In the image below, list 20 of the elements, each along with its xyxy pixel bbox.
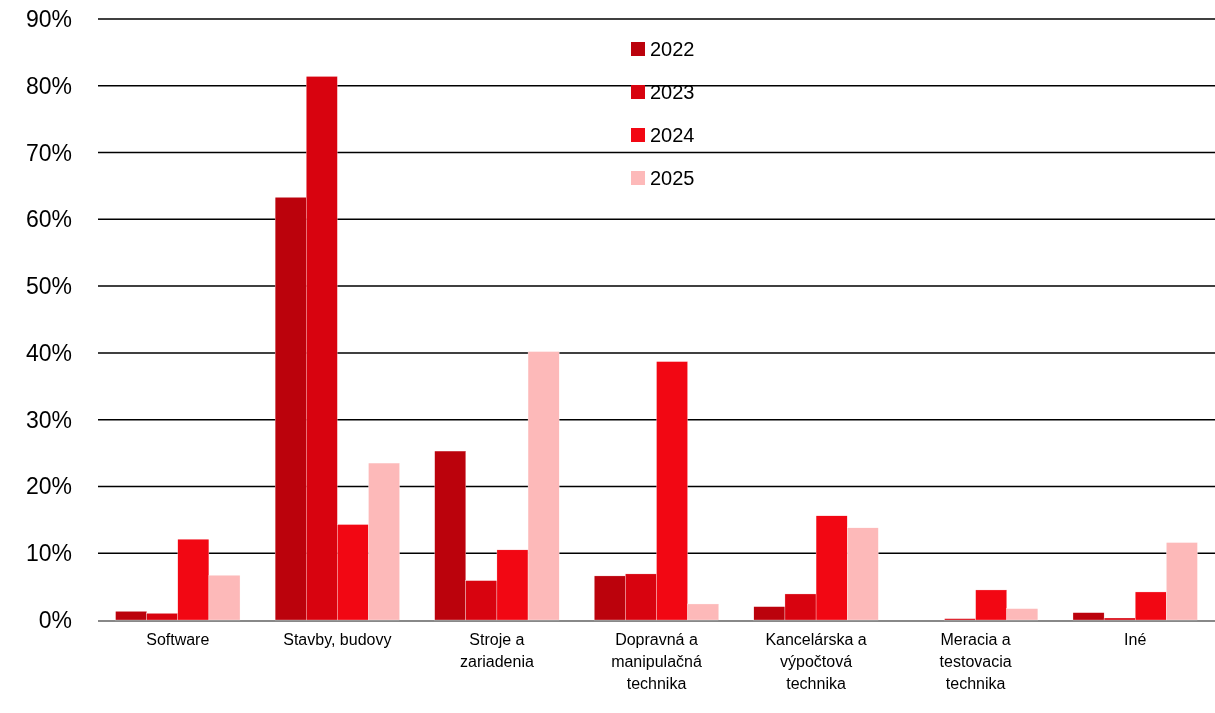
y-tick-label: 50% <box>25 273 72 300</box>
y-tick-label: 70% <box>25 139 72 166</box>
y-tick-label: 80% <box>25 72 72 99</box>
y-tick-label: 40% <box>25 339 72 366</box>
x-tick-label: Kancelárska a výpočtová technika <box>765 631 867 692</box>
x-tick-label: Software <box>146 631 210 648</box>
legend-label: 2025 <box>650 167 695 189</box>
x-tick-label: Stroje a zariadenia <box>460 631 534 670</box>
y-tick-label: 90% <box>25 6 72 33</box>
x-tick-label: Dopravná a manipulačná technika <box>611 631 702 692</box>
x-tick-label: Iné <box>1124 631 1147 648</box>
legend-label: 2024 <box>650 124 695 146</box>
legend-label: 2022 <box>650 38 695 60</box>
y-tick-label: 10% <box>25 540 72 567</box>
y-tick-label: 0% <box>38 607 72 634</box>
x-tick-label: Meracia a testovacia technika <box>939 631 1012 692</box>
y-tick-label: 20% <box>25 473 72 500</box>
y-tick-label: 60% <box>25 206 72 233</box>
x-tick-label: Stavby, budovy <box>283 631 392 648</box>
y-tick-label: 30% <box>25 406 72 433</box>
